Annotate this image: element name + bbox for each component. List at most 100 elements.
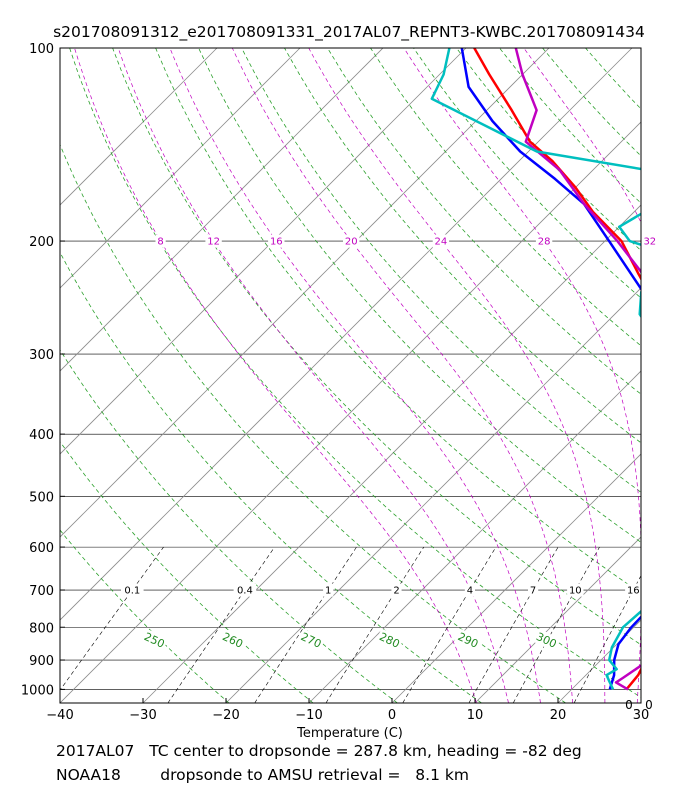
mixing-ratio-label: 7 xyxy=(530,586,536,597)
dry-adiabat-line xyxy=(60,143,566,703)
moist-adiabat-label-group: 16 xyxy=(268,234,285,248)
moist-adiabat-label-bg xyxy=(343,234,360,248)
profile-series-4 xyxy=(430,48,641,690)
dry-adiabat-label-group: 290 xyxy=(453,628,483,652)
dry-adiabat-line xyxy=(60,529,230,703)
y-tick-label: 100 xyxy=(29,42,54,57)
profile-series-1 xyxy=(473,48,641,691)
mixing-ratio-label: 2 xyxy=(393,586,399,597)
profile-series-2 xyxy=(460,48,641,690)
moist-adiabat-line xyxy=(117,48,509,703)
mixing-ratio-line xyxy=(60,546,164,691)
moist-adiabat-label: 32 xyxy=(643,237,656,248)
mixing-ratio-line xyxy=(167,546,275,703)
dry-adiabat-line xyxy=(585,48,641,110)
background-lines xyxy=(60,48,641,703)
dry-adiabat-line xyxy=(456,48,641,252)
moist-adiabat-line xyxy=(308,48,606,703)
mixing-ratio-label: 0.1 xyxy=(124,586,140,597)
isotherm-line xyxy=(391,453,641,703)
dry-adiabat-label-group: 250 xyxy=(140,628,169,652)
y-tick-label: 1000 xyxy=(21,683,54,698)
x-tick-label: −20 xyxy=(212,708,239,723)
isotherm-line xyxy=(225,287,641,703)
x-tick-label: 20 xyxy=(550,708,567,723)
dry-adiabat-label-bg xyxy=(297,628,326,652)
dry-adiabat-line xyxy=(60,251,482,703)
dry-adiabat-line xyxy=(241,48,641,493)
mixing-ratio-label-bg xyxy=(391,583,402,597)
y-tick-label: 600 xyxy=(29,541,54,556)
moist-adiabat-label-group: 32 xyxy=(641,234,658,248)
x-tick-label: 0 xyxy=(388,708,396,723)
isotherm-line xyxy=(308,370,641,703)
mixing-ratio-line xyxy=(254,546,357,703)
moist-adiabat-line xyxy=(169,48,541,703)
moist-adiabat-line xyxy=(403,48,641,703)
dry-adiabat-label-bg xyxy=(532,628,561,652)
y-tick-label: 700 xyxy=(29,584,54,599)
y-tick-label: 400 xyxy=(29,428,54,443)
isotherm-line xyxy=(60,48,633,621)
mixing-ratio-label-group: 10 xyxy=(567,583,584,597)
x-tick-label: 10 xyxy=(467,708,484,723)
dry-adiabat-line xyxy=(112,48,641,646)
plot-frame xyxy=(59,47,642,704)
isotherm-line xyxy=(60,48,550,538)
mixing-ratio-label: 16 xyxy=(627,586,640,597)
mixing-ratio-line xyxy=(402,546,497,703)
dry-adiabat-label-group: 270 xyxy=(297,628,326,652)
mixing-ratio-line xyxy=(573,575,641,703)
moist-adiabat-label-bg xyxy=(155,234,166,248)
isotherm-line xyxy=(474,536,641,703)
axis-ticks: −40 −30 −20 −10 0 10 20 30100200300400500600700… xyxy=(21,42,649,723)
footer-line-1: 2017AL07 TC center to dropsonde = 287.8 … xyxy=(56,742,582,760)
isotherm-line xyxy=(60,121,641,703)
dry-adiabat-line xyxy=(60,349,398,703)
moist-adiabat-label-group: 28 xyxy=(535,234,553,248)
y-tick-label: 500 xyxy=(29,490,54,505)
mixing-ratio-label-bg xyxy=(121,583,144,597)
mixing-ratio-label-bg xyxy=(625,583,642,597)
y-tick-label: 300 xyxy=(29,348,54,363)
moist-adiabat-label: 12 xyxy=(207,237,220,248)
footer-line-2: NOAA18 dropsonde to AMSU retrieval = 8.1… xyxy=(56,766,469,784)
x-axis-label: Temperature (C) xyxy=(296,726,403,741)
mixing-ratio-line xyxy=(468,546,559,703)
mixing-ratio-label: 10 xyxy=(569,586,582,597)
dry-adiabat-line xyxy=(69,48,641,698)
y-tick-label: 900 xyxy=(29,654,54,669)
moist-adiabat-label-bg xyxy=(641,234,658,248)
mixing-ratio-label-group: 4 xyxy=(464,583,475,597)
moist-adiabat-label: 8 xyxy=(157,237,163,248)
x-tick-label: 30 xyxy=(633,708,650,723)
mixing-ratio-label-bg xyxy=(528,583,539,597)
mixing-ratio-label: 0.4 xyxy=(237,586,253,597)
mixing-ratio-label-group: 1 xyxy=(323,583,334,597)
y-tick-label: 200 xyxy=(29,235,54,250)
dry-adiabat-line xyxy=(413,48,641,299)
mixing-ratio-label-group: 2 xyxy=(391,583,402,597)
dry-adiabat-label-bg xyxy=(218,628,247,652)
x-tick-label: −10 xyxy=(295,708,322,723)
moist-adiabat-label-group: 12 xyxy=(205,234,222,248)
mixing-ratio-label-bg xyxy=(464,583,475,597)
moist-adiabat-line xyxy=(74,48,477,703)
isotherm-line xyxy=(640,702,641,703)
corner-label: 0 xyxy=(645,698,653,712)
moist-adiabat-label-bg xyxy=(268,234,285,248)
mixing-ratio-label-bg xyxy=(567,583,584,597)
dry-adiabat-label-bg xyxy=(140,628,169,652)
moist-adiabat-label: 20 xyxy=(345,237,358,248)
moist-adiabat-label-bg xyxy=(432,234,450,248)
x-tick-label: −40 xyxy=(46,708,73,723)
mixing-ratio-line xyxy=(325,546,425,703)
y-tick-label: 800 xyxy=(29,621,54,636)
mixing-ratio-label: 1 xyxy=(325,586,331,597)
moist-adiabat-label-bg xyxy=(535,234,553,248)
isotherm-line xyxy=(60,48,384,372)
dry-adiabat-label-bg xyxy=(453,628,483,652)
moist-adiabat-label-group: 20 xyxy=(343,234,360,248)
